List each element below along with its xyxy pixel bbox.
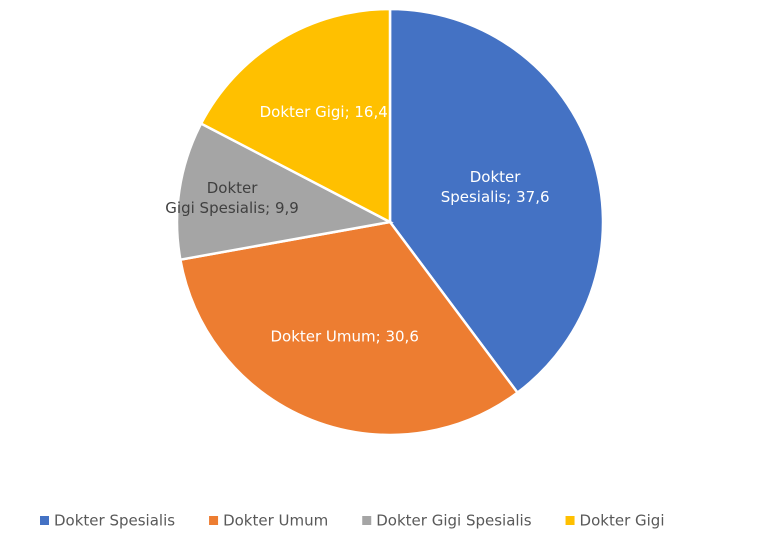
legend-swatch <box>209 516 219 525</box>
legend-label: Dokter Spesialis <box>54 512 175 530</box>
pie-slice <box>199 7 392 225</box>
legend-swatch <box>40 516 49 525</box>
data-label: Dokter Spesialis; 37,6 <box>441 168 550 206</box>
legend-swatch <box>565 516 575 525</box>
legend-label: Dokter Umum <box>223 512 328 530</box>
pie-slice <box>178 220 520 437</box>
data-label: Dokter Gigi Spesialis; 9,9 <box>165 178 299 216</box>
pie-slice <box>388 7 605 395</box>
data-label: Dokter Gigi; 16,4 <box>260 103 388 121</box>
legend-label: Dokter Gigi Spesialis <box>376 512 531 530</box>
legend-swatch <box>362 516 372 525</box>
data-label: Dokter Umum; 30,6 <box>270 327 418 345</box>
legend-label: Dokter Gigi <box>580 512 665 530</box>
pie-slice <box>175 121 394 262</box>
